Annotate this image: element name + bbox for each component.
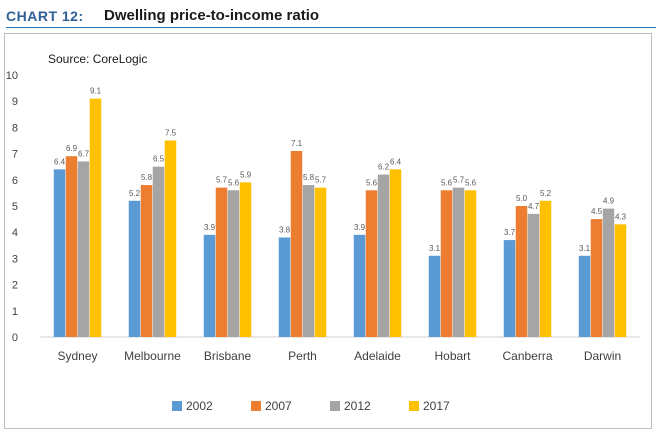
x-tick-label: Adelaide [354, 349, 401, 363]
y-tick-label: 9 [12, 96, 18, 108]
bar-2002-darwin [578, 255, 591, 337]
data-label: 3.7 [504, 228, 516, 237]
bar-2012-adelaide [377, 174, 390, 337]
data-label: 6.4 [54, 157, 66, 166]
bar-2017-canberra [539, 200, 552, 337]
bar-2012-sydney [77, 161, 90, 337]
y-tick-label: 8 [12, 122, 18, 134]
data-label: 5.7 [216, 176, 228, 185]
data-label: 6.9 [66, 144, 78, 153]
data-label: 5.2 [540, 189, 552, 198]
header-rule [6, 27, 656, 28]
data-label: 5.2 [129, 189, 141, 198]
bar-2002-melbourne [128, 200, 141, 337]
y-tick-label: 2 [12, 280, 18, 292]
y-tick-label: 4 [12, 227, 18, 239]
bar-2012-brisbane [227, 190, 240, 337]
bar-2017-adelaide [389, 169, 402, 337]
bar-2002-adelaide [353, 234, 366, 337]
y-tick-label: 0 [12, 332, 18, 344]
data-label: 5.7 [315, 176, 327, 185]
x-tick-label: Perth [288, 349, 317, 363]
legend-swatch-2012 [330, 401, 340, 411]
bar-2007-adelaide [365, 190, 378, 337]
data-label: 6.5 [153, 155, 165, 164]
legend-label: 2017 [423, 399, 450, 413]
bar-2007-melbourne [140, 185, 153, 337]
chart-header: CHART 12: Dwelling price-to-income ratio [4, 2, 656, 28]
legend-swatch-2017 [409, 401, 419, 411]
data-label: 5.6 [441, 178, 453, 187]
bar-2012-melbourne [152, 166, 165, 337]
data-label: 5.0 [516, 194, 528, 203]
data-label: 5.8 [303, 173, 315, 182]
legend-label: 2002 [186, 399, 213, 413]
x-tick-label: Melbourne [124, 349, 181, 363]
data-label: 5.6 [366, 178, 378, 187]
bar-2002-brisbane [203, 234, 216, 337]
data-label: 4.7 [528, 202, 540, 211]
data-label: 4.3 [615, 212, 627, 221]
bar-2002-hobart [428, 255, 441, 337]
chart-title: Dwelling price-to-income ratio [104, 7, 320, 24]
bar-2002-canberra [503, 240, 516, 337]
bar-2007-canberra [515, 206, 528, 337]
data-label: 5.9 [240, 170, 252, 179]
chart-number: CHART 12: [6, 8, 84, 24]
legend-label: 2012 [344, 399, 371, 413]
legend-swatch-2007 [251, 401, 261, 411]
data-label: 5.7 [453, 176, 465, 185]
bar-2012-canberra [527, 213, 540, 337]
y-tick-label: 6 [12, 175, 18, 187]
data-label: 3.1 [579, 244, 591, 253]
bar-2007-perth [290, 150, 303, 337]
data-label: 5.6 [228, 178, 240, 187]
bar-2012-perth [302, 185, 315, 337]
bar-2002-perth [278, 237, 291, 337]
data-label: 9.1 [90, 87, 102, 96]
bar-2017-melbourne [164, 140, 177, 337]
bar-2012-hobart [452, 187, 465, 337]
bar-2002-sydney [53, 169, 66, 337]
y-tick-label: 10 [6, 70, 18, 82]
data-label: 6.2 [378, 163, 390, 172]
y-tick-label: 7 [12, 149, 18, 161]
data-label: 3.9 [354, 223, 366, 232]
x-tick-label: Hobart [434, 349, 471, 363]
data-label: 6.4 [390, 157, 402, 166]
data-label: 3.1 [429, 244, 441, 253]
bar-2017-brisbane [239, 182, 252, 337]
data-label: 3.9 [204, 223, 216, 232]
bar-2007-sydney [65, 156, 78, 337]
data-label: 4.9 [603, 197, 615, 206]
bar-2007-darwin [590, 219, 603, 337]
y-tick-label: 5 [12, 201, 18, 213]
bar-2017-darwin [614, 224, 627, 337]
data-label: 5.8 [141, 173, 153, 182]
x-tick-label: Brisbane [204, 349, 252, 363]
data-label: 7.1 [291, 139, 303, 148]
data-label: 5.6 [465, 178, 477, 187]
data-label: 7.5 [165, 129, 177, 138]
x-tick-label: Sydney [57, 349, 97, 363]
y-tick-label: 1 [12, 306, 18, 318]
legend-label: 2007 [265, 399, 292, 413]
bar-2017-perth [314, 187, 327, 337]
bar-2007-brisbane [215, 187, 228, 337]
bar-2017-hobart [464, 190, 477, 337]
bar-2012-darwin [602, 208, 615, 337]
data-label: 3.8 [279, 225, 291, 234]
bar-2017-sydney [89, 98, 102, 337]
y-tick-label: 3 [12, 253, 18, 265]
bar-2007-hobart [440, 190, 453, 337]
data-label: 4.5 [591, 207, 603, 216]
data-label: 6.7 [78, 149, 90, 158]
legend-swatch-2002 [172, 401, 182, 411]
x-tick-label: Canberra [502, 349, 552, 363]
chart-subtitle: Source: CoreLogic [48, 52, 147, 66]
x-tick-label: Darwin [584, 349, 621, 363]
